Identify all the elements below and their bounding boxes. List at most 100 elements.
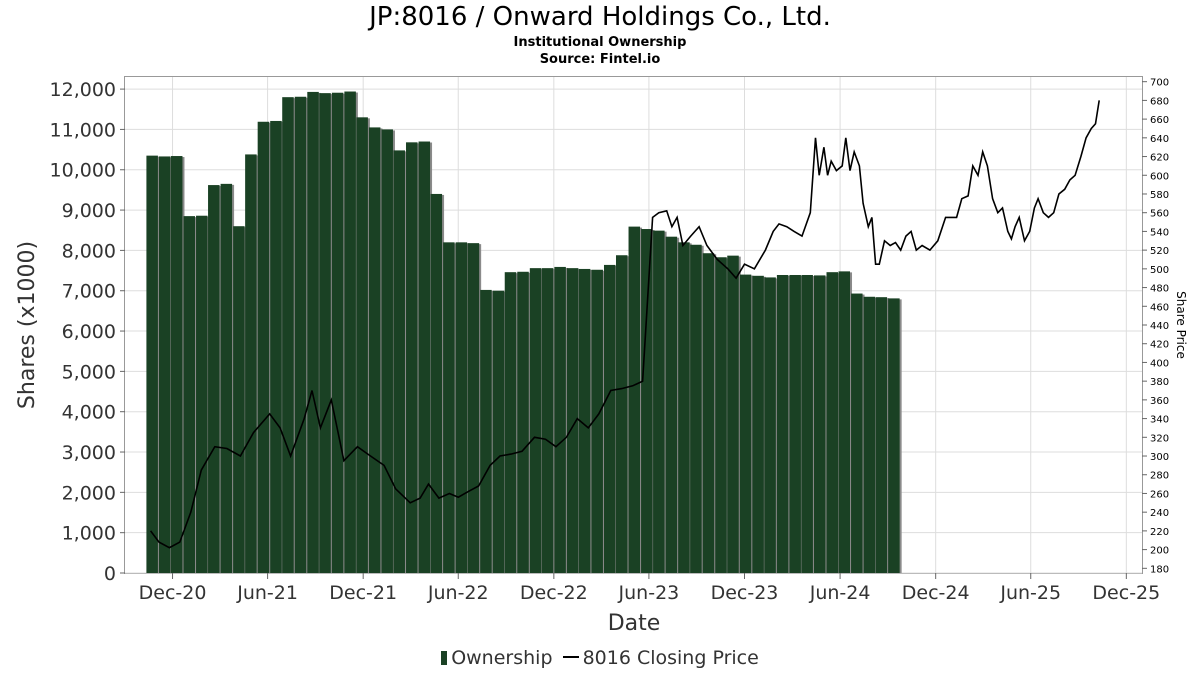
bar bbox=[875, 297, 888, 573]
y2-tick-label: 200 bbox=[1150, 546, 1169, 557]
bar bbox=[789, 274, 801, 573]
bar bbox=[702, 253, 715, 574]
bar bbox=[826, 272, 839, 573]
bar bbox=[603, 264, 616, 573]
bar bbox=[257, 121, 270, 573]
x-tick-label: Dec-20 bbox=[139, 582, 207, 604]
bar bbox=[196, 215, 208, 574]
bar bbox=[801, 274, 813, 573]
legend-swatch-bar bbox=[441, 651, 448, 665]
bar bbox=[356, 117, 368, 574]
bar bbox=[653, 230, 665, 573]
bar bbox=[418, 141, 431, 573]
legend-label-price: 8016 Closing Price bbox=[582, 647, 759, 669]
y2-tick-label: 320 bbox=[1150, 433, 1169, 444]
bar bbox=[615, 255, 628, 573]
y2-tick-label: 480 bbox=[1150, 284, 1169, 295]
x-tick-label: Jun-23 bbox=[618, 582, 680, 604]
bar bbox=[529, 268, 542, 573]
x-tick-label: Dec-24 bbox=[902, 582, 970, 604]
bar bbox=[381, 129, 393, 573]
bar bbox=[455, 242, 468, 574]
y2-tick-label: 420 bbox=[1150, 340, 1169, 351]
bar bbox=[554, 266, 566, 573]
bar bbox=[776, 274, 789, 573]
bar bbox=[641, 229, 653, 574]
bar bbox=[591, 269, 603, 573]
bar bbox=[764, 277, 776, 573]
x-tick-label: Dec-21 bbox=[329, 582, 397, 604]
legend-label-ownership: Ownership bbox=[451, 647, 553, 669]
x-tick-label: Jun-25 bbox=[999, 582, 1061, 604]
bar bbox=[344, 91, 356, 573]
y-tick-label: 6,000 bbox=[62, 321, 116, 343]
bar bbox=[665, 236, 678, 573]
y2-tick-label: 580 bbox=[1150, 190, 1169, 201]
bar bbox=[233, 226, 245, 573]
y2-tick-label: 400 bbox=[1150, 358, 1169, 369]
legend-item-price: 8016 Closing Price bbox=[562, 647, 759, 669]
bar bbox=[331, 92, 344, 573]
y2-tick-label: 240 bbox=[1150, 508, 1169, 519]
bar bbox=[443, 242, 455, 574]
chart-title: JP:8016 / Onward Holdings Co., Ltd. bbox=[369, 2, 831, 32]
price-line bbox=[149, 100, 1100, 549]
bar bbox=[566, 268, 579, 573]
bar bbox=[294, 96, 307, 574]
y2-tick-label: 500 bbox=[1150, 265, 1169, 276]
bar bbox=[282, 97, 294, 574]
y2-tick-label: 440 bbox=[1150, 321, 1169, 332]
bar bbox=[517, 271, 529, 573]
x-tick-label: Jun-24 bbox=[809, 582, 871, 604]
y-tick-label: 0 bbox=[104, 563, 116, 585]
y-tick-label: 2,000 bbox=[62, 482, 116, 504]
bar bbox=[406, 142, 418, 573]
bar bbox=[813, 275, 826, 573]
bar bbox=[158, 156, 171, 573]
bar bbox=[739, 274, 752, 573]
x-axis-label: Date bbox=[608, 611, 661, 636]
y2-tick-label: 680 bbox=[1150, 96, 1169, 107]
secondary-y-axis-label: Share Price bbox=[1174, 291, 1188, 359]
bar bbox=[678, 242, 690, 574]
x-tick-label: Jun-21 bbox=[236, 582, 298, 604]
y-axis-label: Shares (x1000) bbox=[15, 241, 40, 409]
legend-item-ownership: Ownership bbox=[441, 647, 553, 669]
y-tick-label: 4,000 bbox=[62, 402, 116, 424]
bar bbox=[541, 268, 554, 573]
y2-tick-label: 600 bbox=[1150, 171, 1169, 182]
y2-tick-label: 220 bbox=[1150, 527, 1169, 538]
y2-tick-label: 180 bbox=[1150, 564, 1169, 575]
bar bbox=[838, 271, 851, 573]
y2-tick-label: 540 bbox=[1150, 227, 1169, 238]
x-tick-label: Jun-22 bbox=[427, 582, 489, 604]
x-tick-label: Dec-23 bbox=[711, 582, 779, 604]
y-tick-label: 3,000 bbox=[62, 442, 116, 464]
bar bbox=[319, 93, 331, 574]
bar bbox=[863, 296, 876, 573]
bar bbox=[578, 268, 591, 573]
bar bbox=[368, 127, 381, 574]
bar bbox=[307, 91, 319, 574]
bar bbox=[208, 185, 220, 574]
bar bbox=[690, 244, 702, 573]
bar bbox=[504, 272, 517, 573]
y-tick-label: 11,000 bbox=[50, 119, 116, 141]
y2-tick-label: 640 bbox=[1150, 134, 1169, 145]
y-tick-label: 5,000 bbox=[62, 361, 116, 383]
y2-tick-label: 300 bbox=[1150, 452, 1169, 463]
bar bbox=[393, 150, 405, 573]
y2-tick-label: 280 bbox=[1150, 471, 1169, 482]
bar bbox=[752, 275, 764, 573]
y2-tick-label: 660 bbox=[1150, 115, 1169, 126]
legend-swatch-line bbox=[562, 656, 579, 658]
bar bbox=[492, 290, 505, 573]
x-tick-label: Dec-25 bbox=[1092, 582, 1160, 604]
bar bbox=[851, 293, 863, 573]
y2-tick-label: 520 bbox=[1150, 246, 1169, 257]
chart-subtitle: Institutional Ownership bbox=[513, 35, 687, 50]
chart-source: Source: Fintel.io bbox=[539, 52, 661, 67]
legend: Ownership 8016 Closing Price bbox=[0, 647, 1200, 669]
bar bbox=[270, 120, 282, 573]
